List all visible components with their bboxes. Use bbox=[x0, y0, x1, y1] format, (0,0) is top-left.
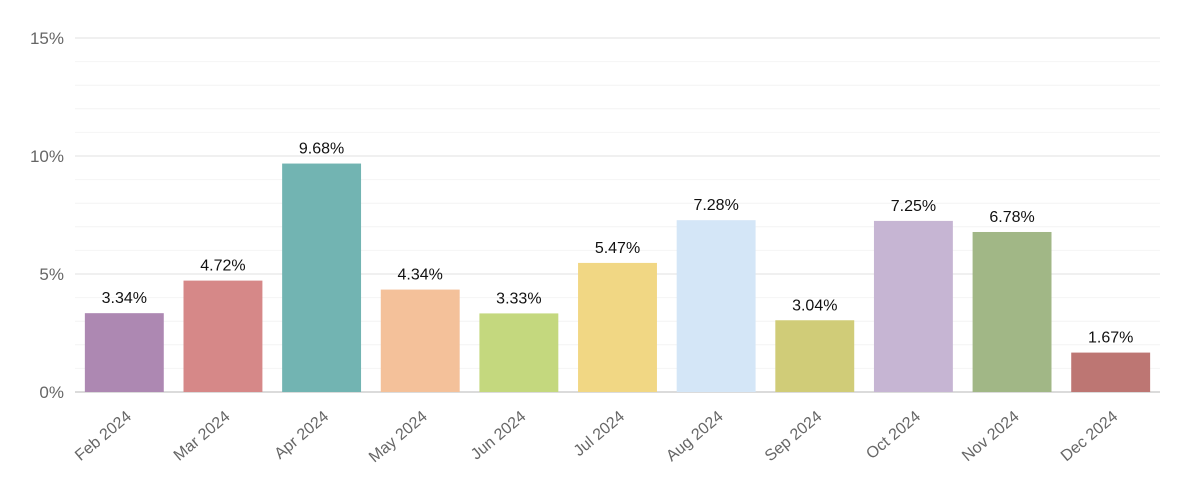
bar bbox=[775, 320, 855, 392]
x-axis: Feb 2024 Mar 2024 Apr 2024 May 2024 Jun 2024… bbox=[72, 408, 1121, 466]
bar bbox=[873, 220, 953, 392]
data-label: 1.67% bbox=[1088, 330, 1133, 347]
data-label: 4.72% bbox=[200, 258, 245, 275]
x-tick-label: Jun 2024 bbox=[468, 408, 529, 463]
data-label: 3.04% bbox=[792, 297, 837, 314]
bar bbox=[676, 220, 756, 392]
bar bbox=[380, 289, 460, 392]
data-label: 9.68% bbox=[299, 141, 344, 158]
bar bbox=[972, 231, 1052, 392]
bar bbox=[282, 163, 362, 392]
bar bbox=[183, 280, 263, 392]
x-tick-label: Jul 2024 bbox=[571, 408, 628, 460]
data-labels: 3.34% 4.72% 9.68% 4.34% 3.33% 5.47% 7.28% 3.04%… bbox=[102, 141, 1134, 347]
data-label: 3.34% bbox=[102, 290, 147, 307]
x-tick-label: Apr 2024 bbox=[271, 408, 332, 463]
x-tick-label: Oct 2024 bbox=[863, 408, 924, 463]
data-label: 7.28% bbox=[693, 197, 738, 214]
data-label: 5.47% bbox=[595, 240, 640, 257]
x-tick-label: Dec 2024 bbox=[1058, 408, 1121, 465]
y-tick-label: 5% bbox=[39, 265, 64, 284]
y-tick-label: 10% bbox=[30, 147, 64, 166]
x-tick-label: May 2024 bbox=[366, 408, 431, 466]
x-tick-label: Mar 2024 bbox=[171, 408, 234, 465]
y-tick-label: 15% bbox=[30, 29, 64, 48]
data-label: 6.78% bbox=[989, 209, 1034, 226]
bar-series bbox=[84, 163, 1151, 392]
data-label: 3.33% bbox=[496, 290, 541, 307]
x-tick-label: Aug 2024 bbox=[663, 408, 726, 465]
y-tick-label: 0% bbox=[39, 383, 64, 402]
x-tick-label: Feb 2024 bbox=[72, 408, 135, 465]
bar bbox=[1071, 352, 1151, 392]
data-label: 7.25% bbox=[891, 198, 936, 215]
x-tick-label: Nov 2024 bbox=[959, 408, 1022, 465]
bar bbox=[578, 262, 657, 392]
x-tick-label: Sep 2024 bbox=[762, 408, 825, 465]
bar bbox=[84, 313, 164, 392]
data-label: 4.34% bbox=[398, 267, 443, 284]
y-axis: 0% 5% 10% 15% bbox=[30, 29, 64, 402]
bar bbox=[479, 313, 559, 392]
